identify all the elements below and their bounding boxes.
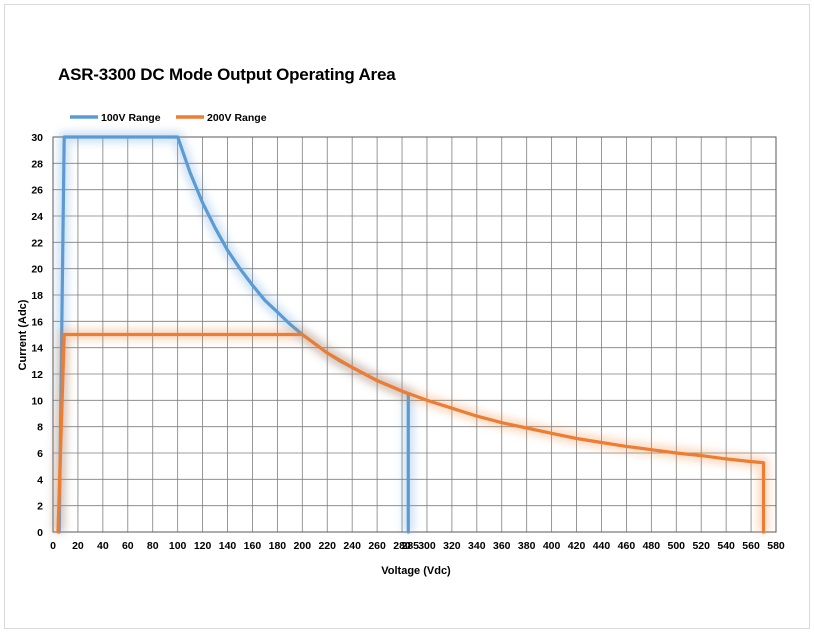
y-tick-label: 20 xyxy=(31,264,43,276)
x-tick-label: 120 xyxy=(194,540,212,552)
x-tick-label: 180 xyxy=(269,540,287,552)
x-tick-label: 540 xyxy=(717,540,735,552)
x-tick-label: 60 xyxy=(122,540,134,552)
x-tick-label: 0 xyxy=(50,540,56,552)
x-tick-label: 520 xyxy=(692,540,710,552)
x-tick-label: 220 xyxy=(318,540,336,552)
x-tick-label: 20 xyxy=(72,540,84,552)
y-tick-label: 10 xyxy=(31,395,43,407)
y-tick-label: 28 xyxy=(31,158,43,170)
y-tick-label: 12 xyxy=(31,369,43,381)
y-tick-label: 26 xyxy=(31,185,43,197)
x-tick-label: 300 xyxy=(418,540,436,552)
x-tick-label: 380 xyxy=(518,540,536,552)
legend-label-200v-range: 200V Range xyxy=(207,112,267,124)
x-tick-label: 40 xyxy=(97,540,109,552)
x-tick-label: 400 xyxy=(543,540,561,552)
y-tick-label: 18 xyxy=(31,290,43,302)
x-axis-label: Voltage (Vdc) xyxy=(381,565,451,577)
legend-label-100v-range: 100V Range xyxy=(101,112,161,124)
x-tick-label: 460 xyxy=(618,540,636,552)
y-tick-label: 4 xyxy=(37,474,43,486)
x-tick-label: 280 xyxy=(393,540,411,552)
y-axis-label: Current (Adc) xyxy=(17,299,29,370)
x-tick-label: 260 xyxy=(368,540,386,552)
x-tick-label: 240 xyxy=(343,540,361,552)
y-tick-label: 0 xyxy=(37,527,43,539)
x-tick-label: 420 xyxy=(568,540,586,552)
series-group xyxy=(52,131,770,534)
plot-border xyxy=(52,136,777,533)
y-tick-label: 2 xyxy=(37,501,43,513)
axes: 0 20 40 60 80 100 120 140 160 180 200 220 240 260 280 3… xyxy=(31,132,785,552)
x-tick-label: 80 xyxy=(147,540,159,552)
x-tick-label: 360 xyxy=(493,540,511,552)
x-tick-label: 200 xyxy=(294,540,312,552)
x-tick-label: 580 xyxy=(767,540,785,552)
y-tick-label: 24 xyxy=(31,211,43,223)
series-line-200v-range xyxy=(56,332,766,534)
x-tick-label: 160 xyxy=(244,540,262,552)
x-tick-label: 500 xyxy=(668,540,686,552)
y-tick-label: 30 xyxy=(31,132,43,144)
x-tick-label: 480 xyxy=(643,540,661,552)
x-tick-label: 100 xyxy=(169,540,187,552)
legend: 100V Range 200V Range xyxy=(70,112,267,124)
chart-title: ASR-3300 DC Mode Output Operating Area xyxy=(58,65,396,84)
y-tick-label: 14 xyxy=(31,343,43,355)
y-tick-label: 8 xyxy=(37,422,43,434)
x-tick-label: 560 xyxy=(742,540,760,552)
y-tick-label: 16 xyxy=(31,316,43,328)
y-tick-label: 6 xyxy=(37,448,43,460)
annotation-label: 285 xyxy=(402,540,420,552)
x-tick-label: 440 xyxy=(593,540,611,552)
x-tick-label: 140 xyxy=(219,540,237,552)
y-tick-label: 22 xyxy=(31,237,43,249)
x-tick-label: 320 xyxy=(443,540,461,552)
x-tick-label: 340 xyxy=(468,540,486,552)
